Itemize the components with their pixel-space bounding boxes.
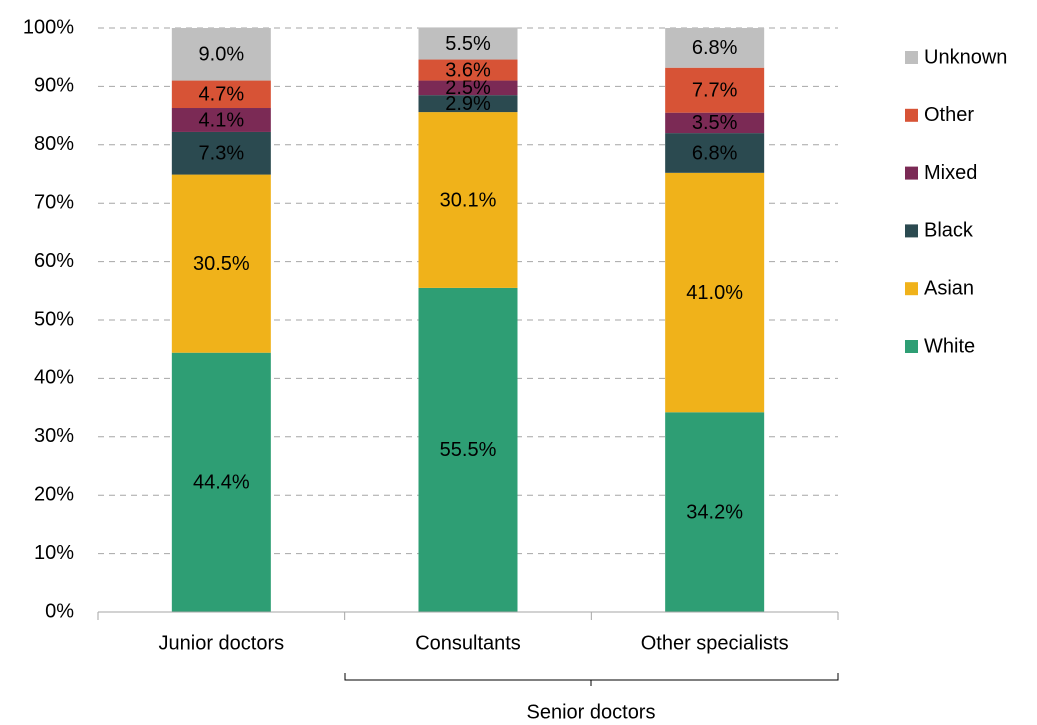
group-label: Senior doctors bbox=[527, 701, 656, 723]
bar-segment bbox=[418, 27, 518, 60]
value-label: 6.8% bbox=[692, 142, 738, 164]
bar-segment bbox=[171, 352, 271, 612]
group-bracket bbox=[344, 673, 839, 686]
legend-label: Black bbox=[924, 220, 974, 242]
bar-segment bbox=[418, 287, 518, 612]
legend-label: White bbox=[924, 335, 975, 357]
legend-label: Other bbox=[924, 104, 974, 126]
bar-segment bbox=[665, 67, 765, 113]
bar-segment bbox=[418, 95, 518, 113]
legend-swatch bbox=[905, 108, 918, 122]
bar-segment bbox=[665, 112, 765, 134]
value-label: 30.5% bbox=[193, 253, 250, 275]
bar-segment bbox=[171, 174, 271, 353]
x-tick-label: Other specialists bbox=[641, 632, 789, 654]
legend-swatch bbox=[905, 166, 918, 180]
y-tick-label: 70% bbox=[34, 191, 74, 213]
legend-swatch bbox=[905, 340, 918, 353]
x-tick-label: Consultants bbox=[415, 632, 521, 654]
bar-segment bbox=[665, 133, 765, 173]
bar-segment bbox=[665, 412, 765, 612]
bar-segment bbox=[171, 108, 271, 132]
y-tick-label: 100% bbox=[23, 16, 74, 38]
y-tick-label: 20% bbox=[34, 483, 74, 505]
value-label: 4.7% bbox=[199, 84, 245, 106]
y-tick-label: 50% bbox=[34, 308, 74, 330]
value-label: 7.3% bbox=[199, 143, 245, 165]
bar-segment bbox=[418, 80, 518, 96]
value-label: 41.0% bbox=[686, 282, 743, 304]
value-label: 55.5% bbox=[440, 439, 497, 461]
bar-segment bbox=[665, 172, 765, 413]
value-label: 5.5% bbox=[445, 33, 491, 55]
bar-segment bbox=[171, 80, 271, 109]
y-tick-label: 80% bbox=[34, 133, 74, 155]
value-label: 2.5% bbox=[445, 77, 491, 99]
value-label: 4.1% bbox=[199, 109, 245, 131]
bar-segment bbox=[171, 131, 271, 175]
legend-label: Asian bbox=[924, 277, 974, 299]
y-tick-label: 10% bbox=[34, 542, 74, 564]
value-label: 9.0% bbox=[199, 44, 245, 66]
value-label: 3.5% bbox=[692, 112, 738, 134]
x-tick-label: Junior doctors bbox=[159, 632, 285, 654]
legend-label: Unknown bbox=[924, 46, 1007, 68]
legend-swatch bbox=[905, 282, 918, 296]
y-tick-label: 30% bbox=[34, 425, 74, 447]
legend-label: Mixed bbox=[924, 162, 977, 184]
y-tick-label: 0% bbox=[45, 600, 74, 622]
bar-segment bbox=[418, 59, 518, 81]
value-label: 3.6% bbox=[445, 59, 491, 81]
value-label: 34.2% bbox=[686, 501, 743, 523]
value-label: 44.4% bbox=[193, 472, 250, 494]
bar-segment bbox=[418, 112, 518, 288]
value-label: 6.8% bbox=[692, 37, 738, 59]
value-label: 2.9% bbox=[445, 93, 491, 115]
bar-segment bbox=[171, 28, 271, 81]
y-tick-label: 90% bbox=[34, 75, 74, 97]
y-tick-label: 40% bbox=[34, 367, 74, 389]
legend-swatch bbox=[905, 224, 918, 238]
value-label: 30.1% bbox=[440, 189, 497, 211]
value-label: 7.7% bbox=[692, 79, 738, 101]
y-tick-label: 60% bbox=[34, 250, 74, 272]
legend-swatch bbox=[905, 51, 918, 64]
bar-segment bbox=[665, 28, 765, 68]
